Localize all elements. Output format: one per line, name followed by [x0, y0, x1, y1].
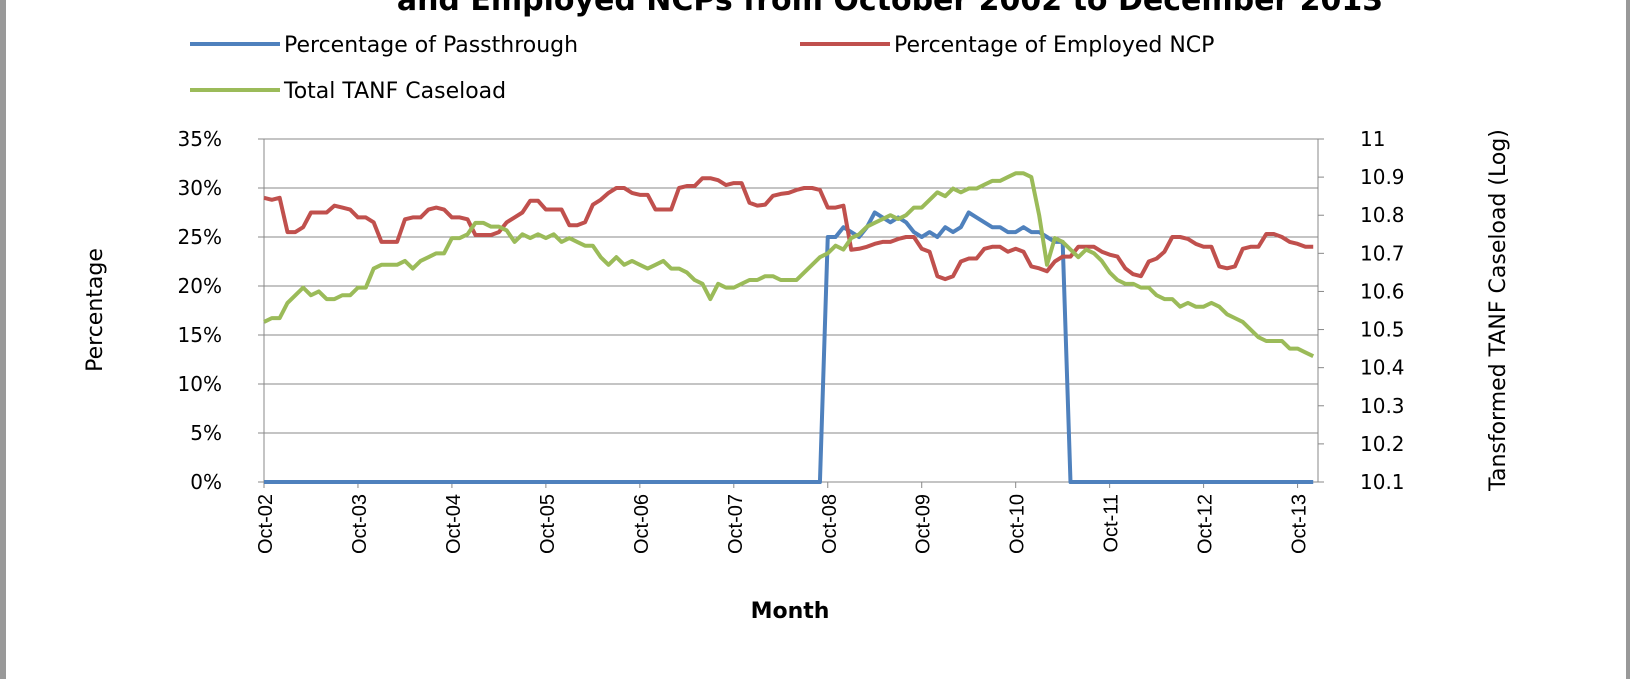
x-tick-label: Oct-02 [255, 494, 277, 554]
y-tick-label: 0% [190, 470, 222, 494]
y-tick-label: 35% [178, 127, 222, 151]
x-tick-label: Oct-07 [725, 494, 747, 554]
y2-tick-label: 10.4 [1360, 356, 1405, 380]
y-tick-label: 15% [178, 323, 222, 347]
x-tick-label: Oct-13 [1289, 494, 1311, 554]
y2-tick-label: 10.5 [1360, 318, 1405, 342]
y2-tick-label: 10.7 [1360, 241, 1405, 265]
chart-title: and Employed NCPs from October 2002 to D… [397, 0, 1383, 18]
y2-tick-label: 10.9 [1360, 165, 1405, 189]
legend-label: Percentage of Employed NCP [894, 33, 1214, 58]
series-line [263, 171, 1315, 359]
y-tick-label: 10% [178, 372, 222, 396]
y-tick-label: 30% [178, 176, 222, 200]
y-axis-title: Percentage [83, 248, 108, 372]
x-tick-label: Oct-10 [1007, 494, 1029, 554]
y2-tick-label: 11 [1360, 127, 1385, 151]
y-tick-label: 25% [178, 225, 222, 249]
x-axis-title: Month [751, 599, 830, 624]
legend-label: Percentage of Passthrough [284, 33, 578, 58]
series-line [264, 210, 1314, 484]
y2-axis-title: Tansformed TANF Caseload (Log) [1486, 129, 1511, 492]
x-tick-label: Oct-08 [819, 494, 841, 554]
y-tick-label: 5% [190, 421, 222, 445]
x-tick-label: Oct-05 [537, 494, 559, 554]
y-tick-label: 20% [178, 274, 222, 298]
x-tick-label: Oct-11 [1101, 494, 1123, 553]
x-tick-label: Oct-06 [631, 494, 653, 554]
x-tick-label: Oct-04 [443, 494, 465, 554]
y2-tick-label: 10.6 [1360, 279, 1405, 303]
x-tick-label: Oct-12 [1195, 494, 1217, 554]
y2-tick-label: 10.3 [1360, 394, 1405, 418]
y2-tick-label: 10.1 [1360, 470, 1405, 494]
x-tick-label: Oct-09 [913, 494, 935, 554]
y2-tick-label: 10.8 [1360, 203, 1405, 227]
series-line [263, 176, 1314, 282]
x-tick-label: Oct-03 [349, 494, 371, 554]
y2-tick-label: 10.2 [1360, 432, 1405, 456]
legend-label: Total TANF Caseload [283, 79, 506, 104]
